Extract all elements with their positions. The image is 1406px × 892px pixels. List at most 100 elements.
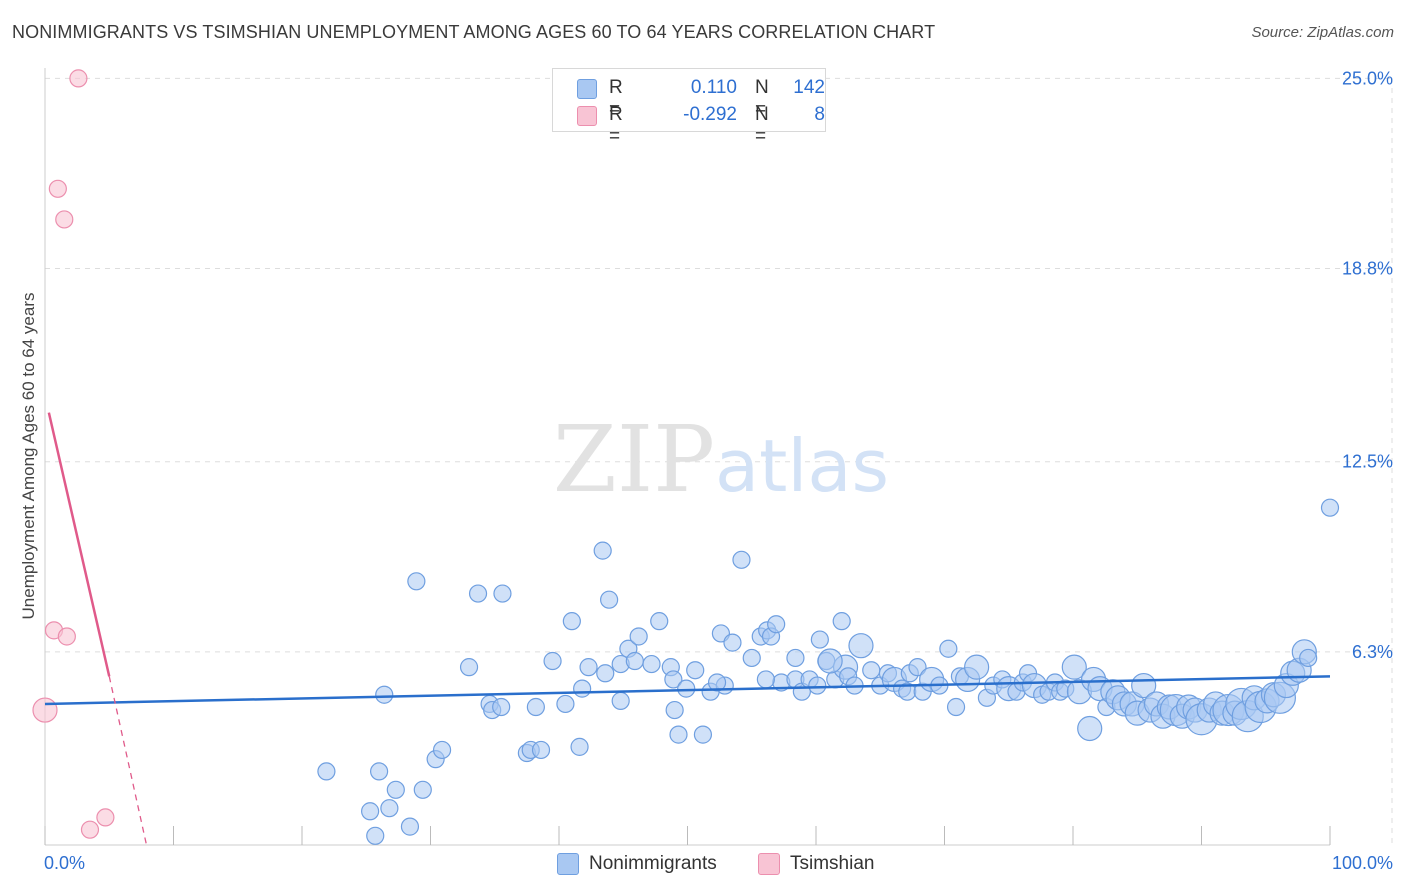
nonimmigrants-point	[407, 572, 426, 591]
nonimmigrants-point	[380, 799, 399, 818]
nonimmigrants-point	[642, 654, 661, 674]
nonimmigrants-point	[600, 590, 619, 609]
nonimmigrants-point	[686, 661, 705, 680]
legend-r-value: 0.110	[690, 77, 737, 98]
nonimmigrants-point	[370, 762, 389, 781]
nonimmigrants-point	[562, 612, 581, 631]
tsimshian-trend-extension	[108, 676, 148, 846]
nonimmigrants-point	[669, 725, 688, 744]
tsimshian-point	[48, 179, 67, 198]
bottom-legend-tsimshian: Tsimshian	[758, 852, 898, 876]
legend-n-label: N =	[755, 104, 769, 147]
nonimmigrants-point	[707, 673, 727, 692]
nonimmigrants-point	[964, 654, 990, 680]
nonimmigrants-point	[629, 627, 648, 646]
tsimshian-point	[57, 627, 76, 646]
y-tick-label: 6.3%	[1352, 642, 1393, 662]
nonimmigrants-point	[570, 737, 589, 756]
nonimmigrants-point	[317, 762, 336, 781]
nonimmigrants-point	[650, 612, 669, 631]
tsimshian-point	[55, 210, 74, 229]
nonimmigrants-point	[832, 612, 851, 631]
legend-r-label: R =	[609, 77, 623, 120]
bottom-legend-swatch-pink	[758, 853, 780, 875]
nonimmigrants-point	[908, 658, 927, 677]
grid-lines	[45, 77, 1393, 845]
nonimmigrants-point	[817, 648, 843, 674]
tsimshian-point	[32, 697, 58, 723]
legend-n-value: 142	[793, 77, 825, 98]
nonimmigrants-point	[593, 541, 612, 560]
nonimmigrants-point	[767, 615, 786, 634]
trend-lines	[44, 412, 1331, 846]
legend-n-label: N =	[755, 77, 769, 120]
tsimshian-point	[69, 69, 88, 88]
nonimmigrants-point	[693, 725, 713, 744]
nonimmigrants-point	[573, 679, 592, 698]
correlation-legend: R = 0.110 N = 142 R = -0.292 N = 8	[552, 68, 826, 147]
zipatlas-watermark: ZIP atlas	[553, 406, 889, 513]
nonimmigrants-point	[459, 658, 479, 677]
legend-swatch-blue	[577, 79, 597, 99]
legend-swatch-pink	[577, 106, 597, 126]
nonimmigrants-point	[1061, 654, 1087, 680]
nonimmigrants-point	[468, 584, 488, 603]
watermark-zip: ZIP	[553, 406, 715, 513]
y-axis-label: Unemployment Among Ages 60 to 64 years	[19, 293, 38, 620]
nonimmigrants-point	[366, 826, 385, 845]
x-tick-label: 0.0%	[44, 853, 85, 873]
bottom-legend-label: Nonimmigrants	[589, 853, 717, 874]
legend-r-label: R =	[609, 104, 623, 147]
nonimmigrants-point	[742, 648, 761, 668]
legend-n-value: 8	[814, 104, 825, 125]
watermark-atlas: atlas	[715, 424, 889, 508]
legend-r-value: -0.292	[683, 104, 737, 125]
tsimshian-points	[32, 69, 115, 839]
nonimmigrants-point	[413, 780, 432, 799]
nonimmigrants-point	[596, 664, 615, 683]
nonimmigrants-point	[361, 802, 380, 821]
bottom-legend-label: Tsimshian	[790, 853, 875, 874]
y-tick-label: 25.0%	[1342, 68, 1393, 88]
bottom-legend-swatch-blue	[557, 853, 579, 875]
nonimmigrants-point	[579, 658, 598, 677]
tsimshian-point	[80, 820, 100, 839]
nonimmigrants-point	[810, 630, 829, 649]
nonimmigrants-point	[723, 633, 742, 652]
nonimmigrants-points	[317, 498, 1340, 845]
tsimshian-point	[96, 808, 115, 827]
nonimmigrants-point	[400, 817, 420, 836]
nonimmigrants-point	[808, 676, 827, 695]
chart-title: NONIMMIGRANTS VS TSIMSHIAN UNEMPLOYMENT …	[12, 22, 936, 42]
y-tick-label: 18.8%	[1342, 259, 1393, 279]
nonimmigrants-point	[531, 740, 551, 760]
tsimshian-trend-line	[47, 412, 111, 677]
nonimmigrants-point	[664, 670, 683, 689]
y-tick-label: 12.5%	[1342, 452, 1393, 472]
nonimmigrants-point	[677, 679, 696, 698]
x-tick-label: 100.0%	[1332, 853, 1393, 873]
nonimmigrants-point	[732, 550, 751, 569]
nonimmigrants-point	[543, 651, 562, 671]
nonimmigrants-point	[1320, 498, 1340, 517]
source-label: Source: ZipAtlas.com	[1251, 24, 1394, 41]
nonimmigrants-trend-line	[44, 675, 1331, 706]
nonimmigrants-point	[848, 633, 874, 659]
nonimmigrants-point	[432, 740, 452, 760]
nonimmigrants-point	[492, 697, 511, 717]
nonimmigrants-point	[556, 694, 575, 714]
tick-labels: 6.3% 12.5% 18.8% 25.0% 0.0% 100.0%	[44, 68, 1393, 873]
nonimmigrants-point	[611, 691, 630, 710]
nonimmigrants-point	[665, 700, 684, 720]
nonimmigrants-point	[862, 661, 881, 680]
nonimmigrants-point	[493, 584, 512, 603]
nonimmigrants-point	[1299, 648, 1318, 668]
bottom-legend-nonimmigrants: Nonimmigrants	[557, 852, 737, 876]
nonimmigrants-point	[526, 697, 545, 717]
nonimmigrants-point	[939, 639, 958, 658]
nonimmigrants-point	[386, 780, 405, 799]
nonimmigrants-point	[786, 648, 805, 668]
nonimmigrants-point	[1077, 715, 1103, 742]
nonimmigrants-point	[375, 685, 394, 704]
nonimmigrants-point	[756, 670, 775, 689]
